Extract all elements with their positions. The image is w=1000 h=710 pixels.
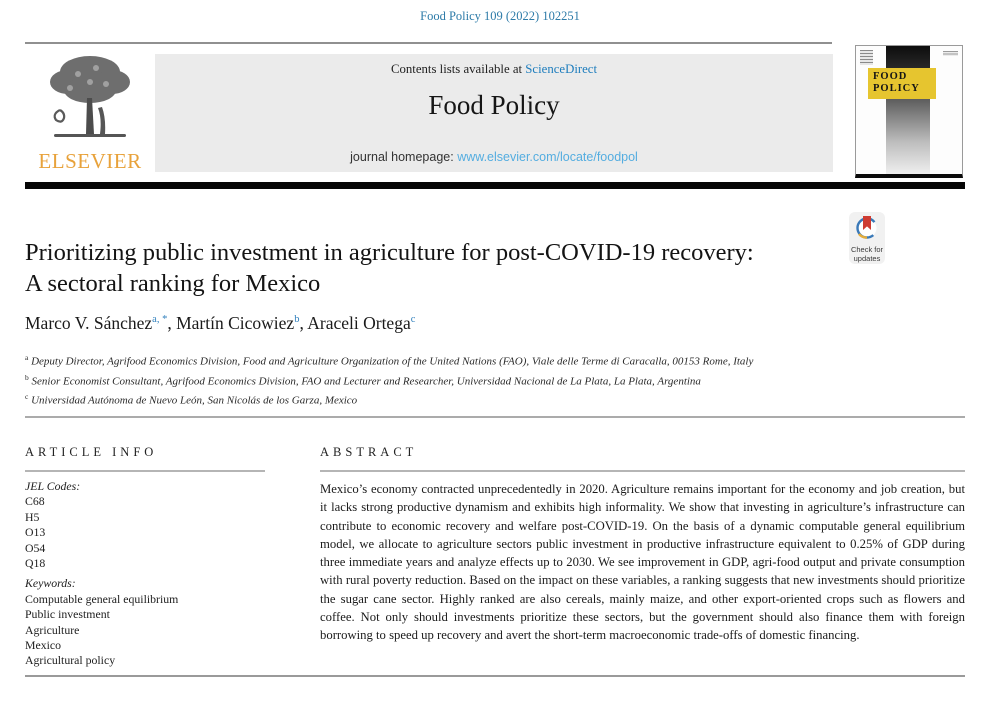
badge-label-line2: updates: [853, 254, 881, 263]
masthead-divider-rule: [25, 182, 965, 189]
abstract-rule: [320, 470, 965, 472]
author-name-2: Martín Cicowiez: [176, 313, 295, 333]
section-divider-rule: [25, 416, 965, 418]
author-list: Marco V. Sáncheza, *, Martín Cicowiezb, …: [25, 313, 415, 334]
check-for-updates-badge[interactable]: Check for updates: [849, 212, 885, 264]
cover-title-line2: POLICY: [873, 83, 920, 95]
jel-code: C68: [25, 494, 45, 509]
jel-code: H5: [25, 509, 40, 524]
keyword: Agriculture: [25, 622, 80, 637]
affiliation-a: a Deputy Director, Agrifood Economics Di…: [25, 350, 945, 370]
badge-label-line1: Check for: [850, 245, 884, 254]
elsevier-tree-icon: [50, 56, 130, 137]
author-separator: ,: [167, 313, 177, 333]
cover-title-line1: FOOD: [873, 71, 908, 82]
crossmark-icon: [856, 216, 878, 239]
keywords-label: Keywords:: [25, 576, 76, 591]
article-info-heading: ARTICLE INFO: [25, 445, 158, 459]
affiliation-sup-a: a: [25, 353, 29, 362]
affiliation-sup-c: c: [25, 392, 29, 402]
journal-title: Food Policy: [428, 90, 560, 120]
article-title-line2: A sectoral ranking for Mexico: [25, 270, 321, 297]
article-title: Prioritizing public investment in agricu…: [25, 237, 837, 299]
keyword: Mexico: [25, 638, 62, 653]
affiliation-sup-b: b: [25, 372, 29, 382]
abstract-heading: ABSTRACT: [320, 445, 418, 459]
bottom-rule: [25, 675, 965, 677]
cover-volume-mark: [943, 51, 958, 56]
article-info-rule: [25, 470, 265, 472]
author-sup-1: a, *: [152, 314, 168, 326]
keyword: Agricultural policy: [25, 653, 116, 668]
jel-code: O13: [25, 525, 46, 540]
affiliation-b: b Senior Economist Consultant, Agrifood …: [25, 370, 945, 390]
badge-label: Check for updates: [849, 245, 885, 263]
author-sup-3: c: [410, 314, 416, 326]
sciencedirect-link[interactable]: ScienceDirect: [525, 62, 598, 76]
author-separator: ,: [299, 313, 308, 333]
keyword: Computable general equilibrium: [25, 591, 179, 606]
cover-gradient-column: [886, 46, 930, 174]
jel-codes-label: JEL Codes:: [25, 479, 81, 493]
affiliation-text-b: Senior Economist Consultant, Agrifood Ec…: [28, 375, 701, 388]
tree-trunk: [86, 98, 94, 134]
affiliation-text-a: Deputy Director, Agrifood Economics Divi…: [28, 355, 754, 368]
jel-code: Q18: [25, 556, 46, 571]
author-sup-2: b: [294, 314, 300, 326]
jel-code: O54: [25, 540, 46, 555]
author-name-1: Marco V. Sánchez: [25, 313, 153, 333]
masthead-box: Contents lists available at ScienceDirec…: [155, 54, 833, 172]
affiliation-c: c Universidad Autónoma de Nuevo León, Sa…: [25, 389, 945, 409]
journal-cover-thumbnail[interactable]: FOOD POLICY: [855, 45, 963, 178]
abstract-text: Mexico’s economy contracted unprecedente…: [320, 482, 965, 643]
top-rule: [25, 42, 832, 44]
affiliation-text-c: Universidad Autónoma de Nuevo León, San …: [28, 394, 358, 407]
author-name-3: Araceli Ortega: [307, 313, 411, 333]
cover-issn-mark: [860, 50, 873, 65]
affiliation-list: a Deputy Director, Agrifood Economics Di…: [25, 350, 945, 409]
elsevier-wordmark: ELSEVIER: [38, 149, 142, 173]
contents-line: Contents lists available at ScienceDirec…: [155, 62, 833, 77]
homepage-link[interactable]: www.elsevier.com/locate/foodpol: [457, 150, 638, 164]
article-title-line1: Prioritizing public investment in agricu…: [25, 239, 754, 266]
elsevier-logo[interactable]: ELSEVIER: [26, 50, 154, 174]
homepage-line: journal homepage: www.elsevier.com/locat…: [155, 150, 833, 164]
journal-citation: Food Policy 109 (2022) 102251: [420, 9, 580, 23]
cover-title-band: FOOD POLICY: [868, 68, 936, 99]
article-info-column: JEL Codes: C68 H5 O13 O54 Q18 Keywords: …: [25, 479, 305, 669]
contents-prefix: Contents lists available at: [390, 62, 526, 76]
homepage-prefix: journal homepage:: [350, 150, 458, 164]
keyword: Public investment: [25, 607, 110, 622]
